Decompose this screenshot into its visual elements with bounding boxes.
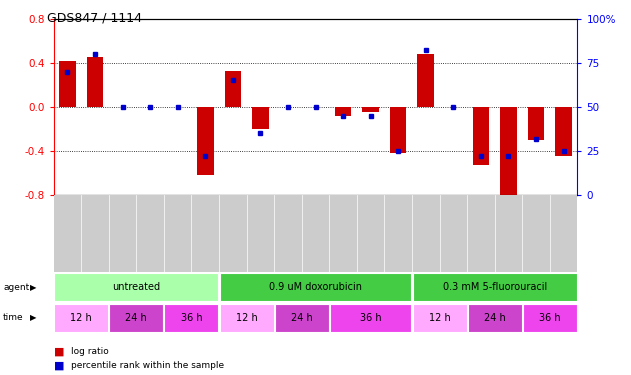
- Bar: [225, 70, 241, 107]
- Bar: [528, 107, 545, 140]
- Text: ▶: ▶: [30, 283, 36, 292]
- Bar: [330, 304, 411, 332]
- Bar: [413, 304, 466, 332]
- Text: 24 h: 24 h: [484, 313, 505, 323]
- Bar: [54, 304, 108, 332]
- Text: 24 h: 24 h: [291, 313, 312, 323]
- Bar: [468, 304, 522, 332]
- Text: 12 h: 12 h: [236, 313, 257, 323]
- Text: ■: ■: [54, 347, 64, 357]
- Text: 12 h: 12 h: [428, 313, 451, 323]
- Bar: [418, 54, 434, 107]
- Text: agent: agent: [3, 283, 30, 292]
- Text: 36 h: 36 h: [180, 313, 203, 323]
- Bar: [197, 107, 213, 175]
- Bar: [390, 107, 406, 153]
- Bar: [555, 107, 572, 156]
- Bar: [86, 57, 103, 107]
- Text: 36 h: 36 h: [360, 313, 382, 323]
- Bar: [54, 273, 218, 301]
- Text: GDS847 / 1114: GDS847 / 1114: [47, 11, 143, 24]
- Bar: [362, 107, 379, 112]
- Text: 0.3 mM 5-fluorouracil: 0.3 mM 5-fluorouracil: [442, 282, 547, 292]
- Bar: [220, 273, 411, 301]
- Text: 36 h: 36 h: [539, 313, 560, 323]
- Text: 24 h: 24 h: [126, 313, 147, 323]
- Bar: [523, 304, 577, 332]
- Bar: [413, 273, 577, 301]
- Text: 12 h: 12 h: [70, 313, 92, 323]
- Bar: [59, 61, 76, 107]
- Bar: [165, 304, 218, 332]
- Text: untreated: untreated: [112, 282, 160, 292]
- Text: ▶: ▶: [30, 314, 36, 322]
- Bar: [220, 304, 274, 332]
- Text: percentile rank within the sample: percentile rank within the sample: [71, 361, 225, 370]
- Text: log ratio: log ratio: [71, 347, 109, 356]
- Text: ■: ■: [54, 361, 64, 370]
- Bar: [252, 107, 269, 129]
- Text: 0.9 uM doxorubicin: 0.9 uM doxorubicin: [269, 282, 362, 292]
- Bar: [500, 107, 517, 206]
- Text: time: time: [3, 314, 24, 322]
- Bar: [274, 304, 329, 332]
- Bar: [473, 107, 489, 165]
- Bar: [109, 304, 163, 332]
- Bar: [335, 107, 351, 116]
